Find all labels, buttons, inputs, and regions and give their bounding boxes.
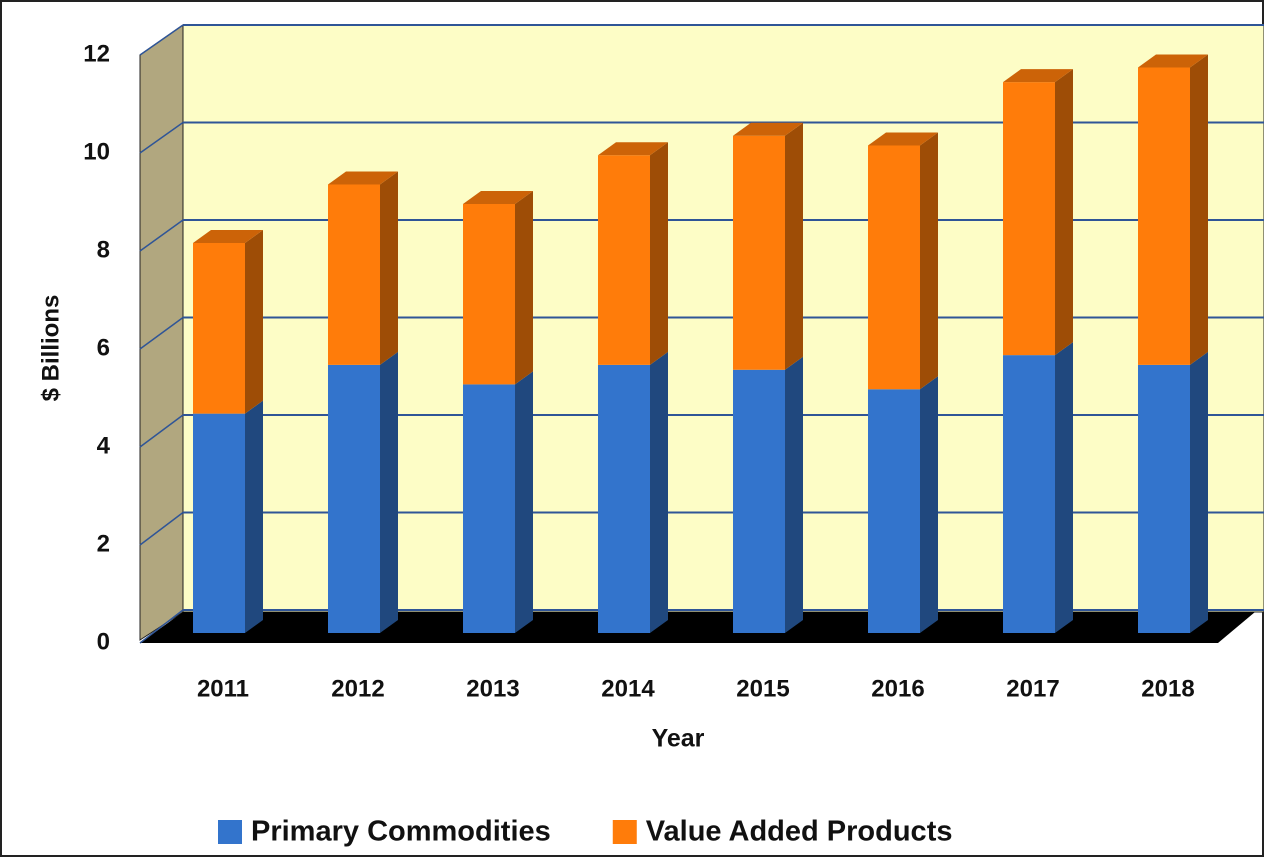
bar [328, 184, 380, 365]
y-tick-label: 4 [97, 432, 111, 459]
legend-swatch [612, 820, 637, 844]
bar-side [515, 191, 533, 385]
bar-side [1190, 54, 1208, 365]
bar-top [733, 122, 803, 136]
bar-top [463, 191, 533, 204]
x-axis-label: Year [652, 725, 705, 753]
bar-side [785, 356, 803, 633]
bar [1138, 364, 1190, 633]
bar-side [1055, 342, 1073, 633]
x-tick-label: 2016 [871, 675, 924, 702]
bar [598, 364, 650, 633]
y-tick [139, 219, 184, 252]
y-tick [139, 414, 184, 448]
y-tick-label: 0 [97, 628, 110, 655]
bar-side [515, 371, 533, 633]
bar-side [245, 400, 263, 633]
bar-top [328, 171, 398, 185]
bar-side [920, 132, 938, 390]
bar-side [785, 122, 803, 370]
bar-side [380, 171, 398, 365]
bar-top [1003, 69, 1073, 83]
x-tick-label: 2013 [466, 675, 519, 702]
legend-label: Primary Commodities [251, 816, 551, 848]
bar [193, 413, 245, 633]
bar-top [193, 230, 263, 243]
y-tick-label: 12 [83, 40, 110, 67]
legend-swatch [218, 820, 242, 844]
y-tick [139, 316, 184, 350]
bar-side [650, 142, 668, 365]
bar [1003, 355, 1055, 633]
x-tick-label: 2012 [331, 675, 384, 702]
bar-top [868, 132, 938, 146]
bar-side [1190, 351, 1208, 633]
bar [868, 145, 920, 390]
x-tick-label: 2017 [1006, 675, 1059, 702]
x-tick-label: 2014 [601, 675, 655, 702]
y-tick-label: 2 [97, 530, 110, 557]
y-tick [139, 121, 184, 154]
bar-top [1138, 54, 1208, 68]
bar-side [245, 230, 263, 414]
x-tick-label: 2015 [736, 675, 789, 702]
bar-side [1055, 69, 1073, 356]
y-tick [139, 511, 184, 546]
x-tick-label: 2011 [197, 675, 249, 702]
bar [328, 364, 380, 633]
y-tick-label: 8 [97, 236, 110, 263]
y-tick-label: 10 [83, 138, 110, 165]
y-tick [139, 609, 184, 644]
bar [733, 369, 785, 633]
bar [463, 204, 515, 385]
floor [140, 612, 1255, 643]
legend-label: Value Added Products [646, 816, 953, 848]
bar [868, 389, 920, 633]
bar-side [920, 376, 938, 633]
bar [598, 155, 650, 365]
bar [463, 384, 515, 633]
bar [1003, 82, 1055, 356]
y-tick-label: 6 [97, 334, 110, 361]
bar-side [650, 351, 668, 633]
bar [733, 135, 785, 370]
bar-top [598, 142, 668, 156]
bar [193, 243, 245, 414]
x-tick-label: 2018 [1141, 675, 1194, 702]
y-tick [139, 24, 184, 56]
bar [1138, 67, 1190, 365]
bar-side [380, 351, 398, 633]
y-axis-label: $ Billions [37, 295, 64, 402]
